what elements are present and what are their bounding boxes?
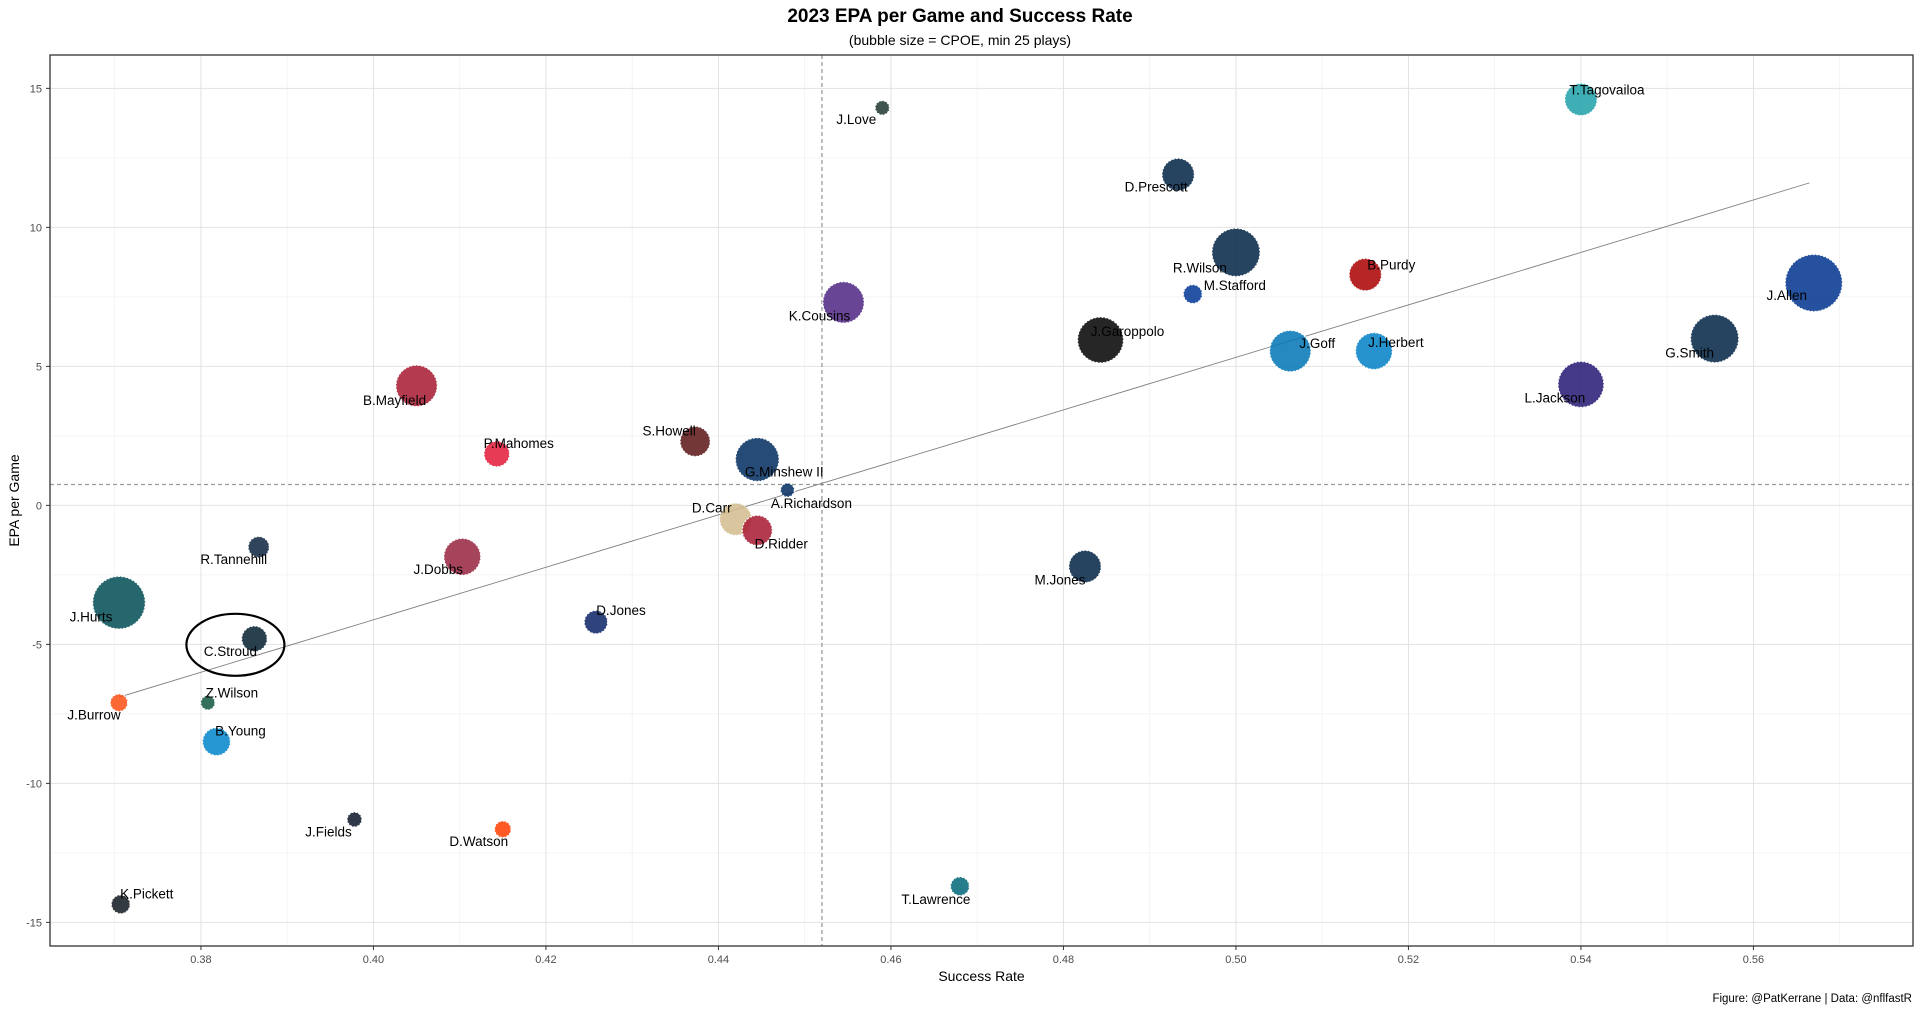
x-tick-label: 0.48 (1053, 954, 1074, 966)
point-label-z-wilson: Z.Wilson (206, 686, 259, 701)
point-b-mayfield (395, 364, 438, 408)
x-axis-title: Success Rate (938, 968, 1025, 984)
axes-layer: 0.38 0.40 0.42 0.44 0.46 0.48 0.50 0.52 0.54 0.56… (6, 54, 1914, 984)
point-d-ridder (741, 514, 773, 546)
point-label-k-cousins: K.Cousins (789, 308, 851, 323)
point-s-howell (679, 425, 711, 458)
point-label-d-ridder: D.Ridder (755, 536, 809, 551)
trend-line (118, 182, 1810, 698)
point-d-jones (583, 609, 609, 635)
x-tick-label: 0.44 (708, 954, 729, 966)
point-j-allen (1784, 253, 1843, 313)
point-a-richardson (779, 482, 795, 498)
point-label-d-carr: D.Carr (692, 500, 732, 515)
point-label-d-jones: D.Jones (596, 603, 646, 618)
point-r-wilson (1211, 227, 1261, 277)
point-label-j-fields: J.Fields (305, 825, 352, 840)
point-b-young (201, 727, 231, 757)
point-label-k-pickett: K.Pickett (120, 886, 174, 901)
y-tick-label: 10 (30, 222, 42, 234)
point-m-stafford (1182, 284, 1203, 305)
point-d-watson (493, 820, 512, 839)
point-c-stroud (241, 625, 268, 653)
reference-lines (50, 55, 1913, 946)
grid-layer (50, 55, 1913, 946)
figure-caption: Figure: @PatKerrane | Data: @nflfastR (1712, 993, 1912, 1005)
point-l-jackson (1557, 360, 1605, 408)
trend-line-layer (118, 182, 1810, 698)
point-k-cousins (822, 281, 865, 324)
y-tick-label: -15 (26, 917, 42, 929)
point-label-d-prescott: D.Prescott (1125, 180, 1188, 195)
point-b-purdy (1348, 257, 1383, 292)
point-z-wilson (200, 695, 216, 711)
y-tick-label: -5 (32, 639, 42, 651)
point-label-l-jackson: L.Jackson (1525, 390, 1586, 405)
point-label-c-stroud: C.Stroud (204, 644, 257, 659)
point-label-b-mayfield: B.Mayfield (363, 393, 426, 408)
x-tick-label: 0.54 (1570, 954, 1591, 966)
point-label-a-richardson: A.Richardson (771, 496, 852, 511)
point-j-love (874, 100, 891, 116)
point-label-b-young: B.Young (215, 724, 266, 739)
y-tick-label: 0 (36, 500, 42, 512)
point-m-jones (1068, 549, 1102, 584)
chart-subtitle: (bubble size = CPOE, min 25 plays) (848, 32, 1072, 48)
x-tick-label: 0.50 (1225, 954, 1246, 966)
x-tick-label: 0.56 (1743, 954, 1764, 966)
point-label-b-purdy: B.Purdy (1367, 258, 1415, 273)
point-j-goff (1269, 329, 1312, 373)
point-label-j-allen: J.Allen (1767, 288, 1808, 303)
point-g-minshew-ii (734, 437, 780, 482)
point-j-fields (346, 811, 363, 828)
x-tick-label: 0.52 (1398, 954, 1419, 966)
x-tick-label: 0.38 (190, 954, 211, 966)
point-label-m-stafford: M.Stafford (1204, 278, 1266, 293)
point-label-j-dobbs: J.Dobbs (414, 562, 464, 577)
point-label-r-wilson: R.Wilson (1173, 260, 1227, 275)
point-k-pickett (110, 894, 131, 915)
point-j-dobbs (443, 537, 482, 576)
x-tick-label: 0.40 (363, 954, 384, 966)
point-label-t-tagovailoa: T.Tagovailoa (1569, 82, 1645, 97)
point-j-garoppolo (1077, 316, 1125, 364)
point-p-mahomes (483, 440, 511, 468)
plot-panel-border (49, 54, 1914, 947)
point-label-j-garoppolo: J.Garoppolo (1091, 324, 1165, 339)
point-j-herbert (1354, 332, 1393, 371)
x-tick-label: 0.42 (535, 954, 556, 966)
point-label-g-minshew-ii: G.Minshew II (745, 464, 824, 479)
point-label-g-smith: G.Smith (1665, 346, 1714, 361)
point-label-j-herbert: J.Herbert (1368, 335, 1424, 350)
point-label-j-hurts: J.Hurts (70, 610, 113, 625)
point-label-j-goff: J.Goff (1299, 336, 1335, 351)
point-label-p-mahomes: P.Mahomes (484, 436, 555, 451)
y-axis-title: EPA per Game (6, 454, 22, 547)
chart-title: 2023 EPA per Game and Success Rate (787, 6, 1133, 27)
point-label-m-jones: M.Jones (1034, 573, 1085, 588)
point-label-j-love: J.Love (836, 112, 876, 127)
y-tick-label: 15 (30, 83, 42, 95)
point-label-s-howell: S.Howell (643, 423, 696, 438)
point-label-r-tannehill: R.Tannehill (200, 552, 267, 567)
point-d-prescott (1161, 157, 1195, 192)
point-g-smith (1690, 313, 1740, 364)
point-label-j-burrow: J.Burrow (67, 708, 121, 723)
point-labels-layer: T.Tagovailoa J.Love D.Prescott R.Wilson B.Pu… (67, 82, 1807, 907)
x-tick-label: 0.46 (880, 954, 901, 966)
point-t-lawrence (949, 876, 970, 897)
points-layer (92, 82, 1843, 915)
point-r-tannehill (247, 535, 270, 559)
y-tick-label: -10 (26, 778, 42, 790)
point-label-t-lawrence: T.Lawrence (901, 892, 970, 907)
y-tick-label: 5 (36, 361, 42, 373)
point-j-burrow (109, 693, 129, 713)
point-t-tagovailoa (1564, 82, 1598, 117)
point-label-d-watson: D.Watson (449, 834, 508, 849)
point-j-hurts (92, 575, 146, 630)
highlight-ellipse (185, 612, 286, 677)
